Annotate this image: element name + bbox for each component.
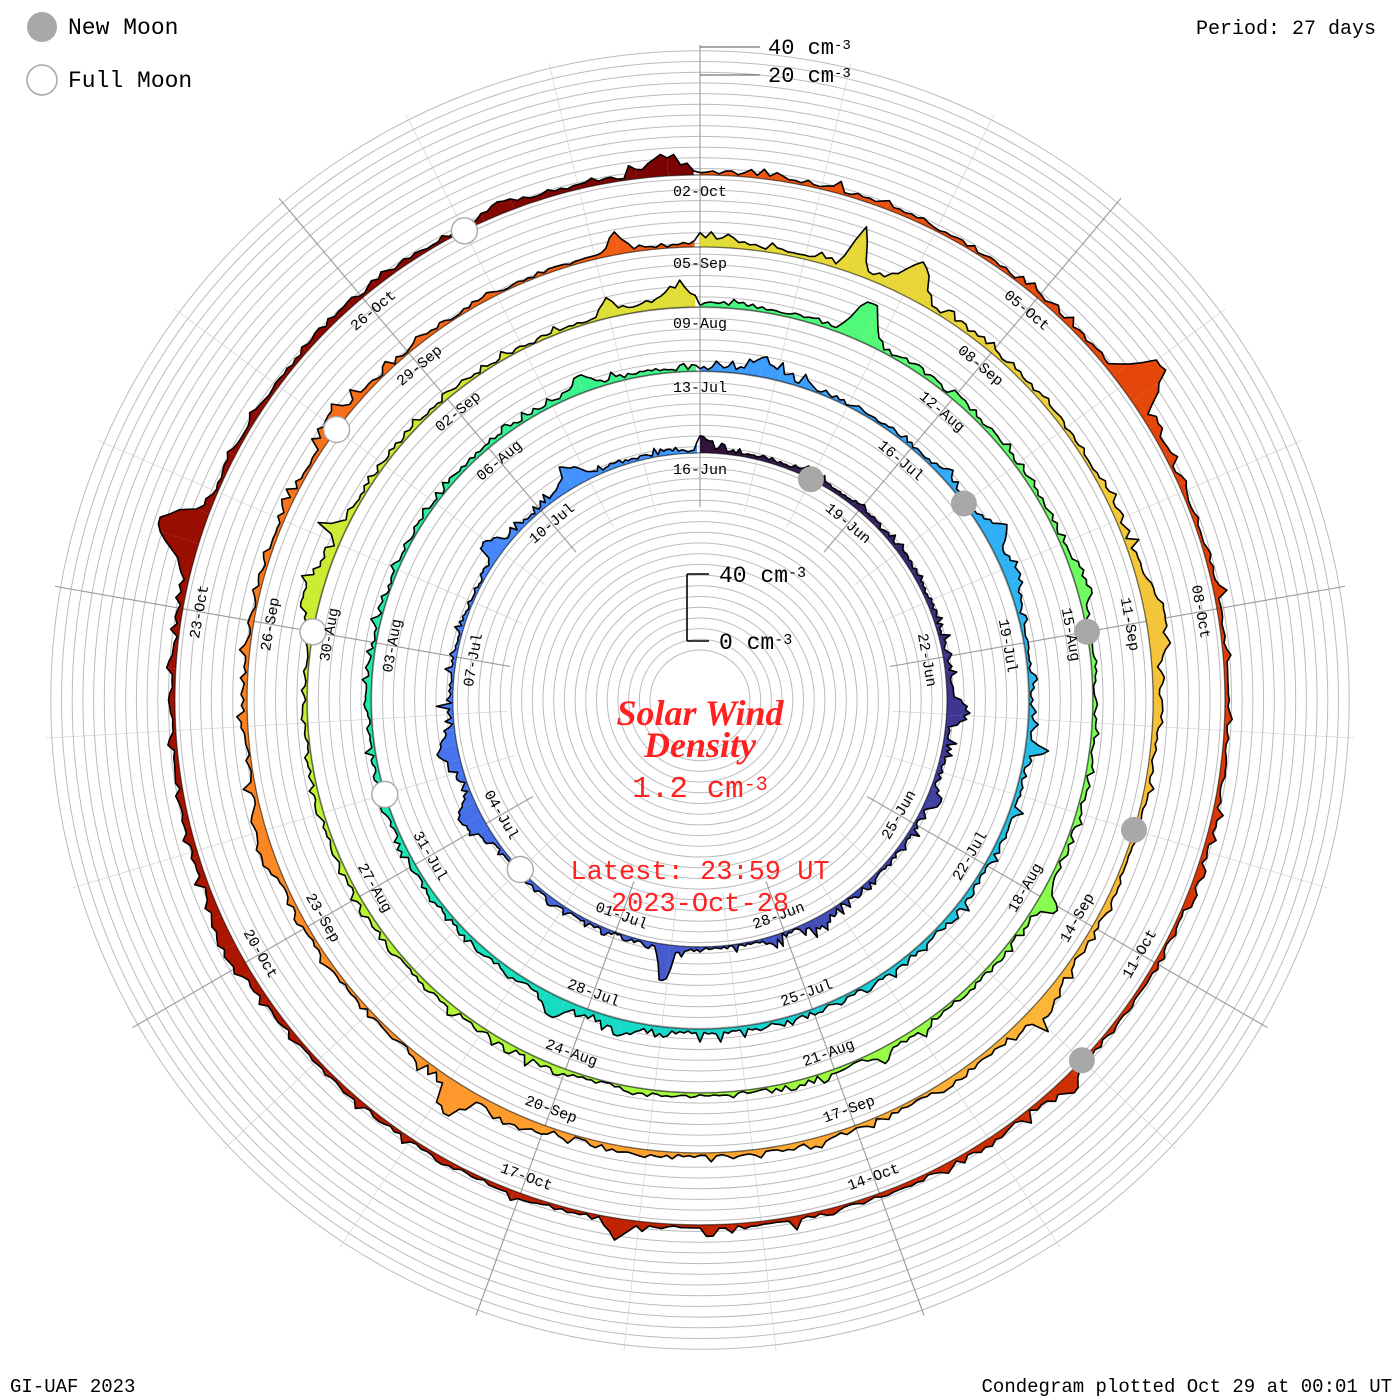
svg-text:Full Moon: Full Moon (68, 68, 192, 94)
svg-text:05-Sep: 05-Sep (673, 256, 727, 273)
svg-text:16-Jun: 16-Jun (673, 462, 727, 479)
svg-text:13-Jul: 13-Jul (673, 380, 727, 397)
svg-text:New Moon: New Moon (68, 15, 178, 41)
svg-text:Latest: 23:59 UT: Latest: 23:59 UT (570, 858, 829, 888)
svg-text:Condegram plotted Oct 29 at 00: Condegram plotted Oct 29 at 00:01 UT (982, 1376, 1392, 1398)
svg-text:Density: Density (643, 725, 757, 765)
svg-text:09-Aug: 09-Aug (673, 316, 727, 333)
svg-text:GI-UAF 2023: GI-UAF 2023 (10, 1376, 135, 1398)
svg-text:Period: 27 days: Period: 27 days (1196, 18, 1376, 41)
svg-text:2023-Oct-28: 2023-Oct-28 (611, 890, 789, 920)
svg-text:02-Oct: 02-Oct (673, 184, 727, 201)
